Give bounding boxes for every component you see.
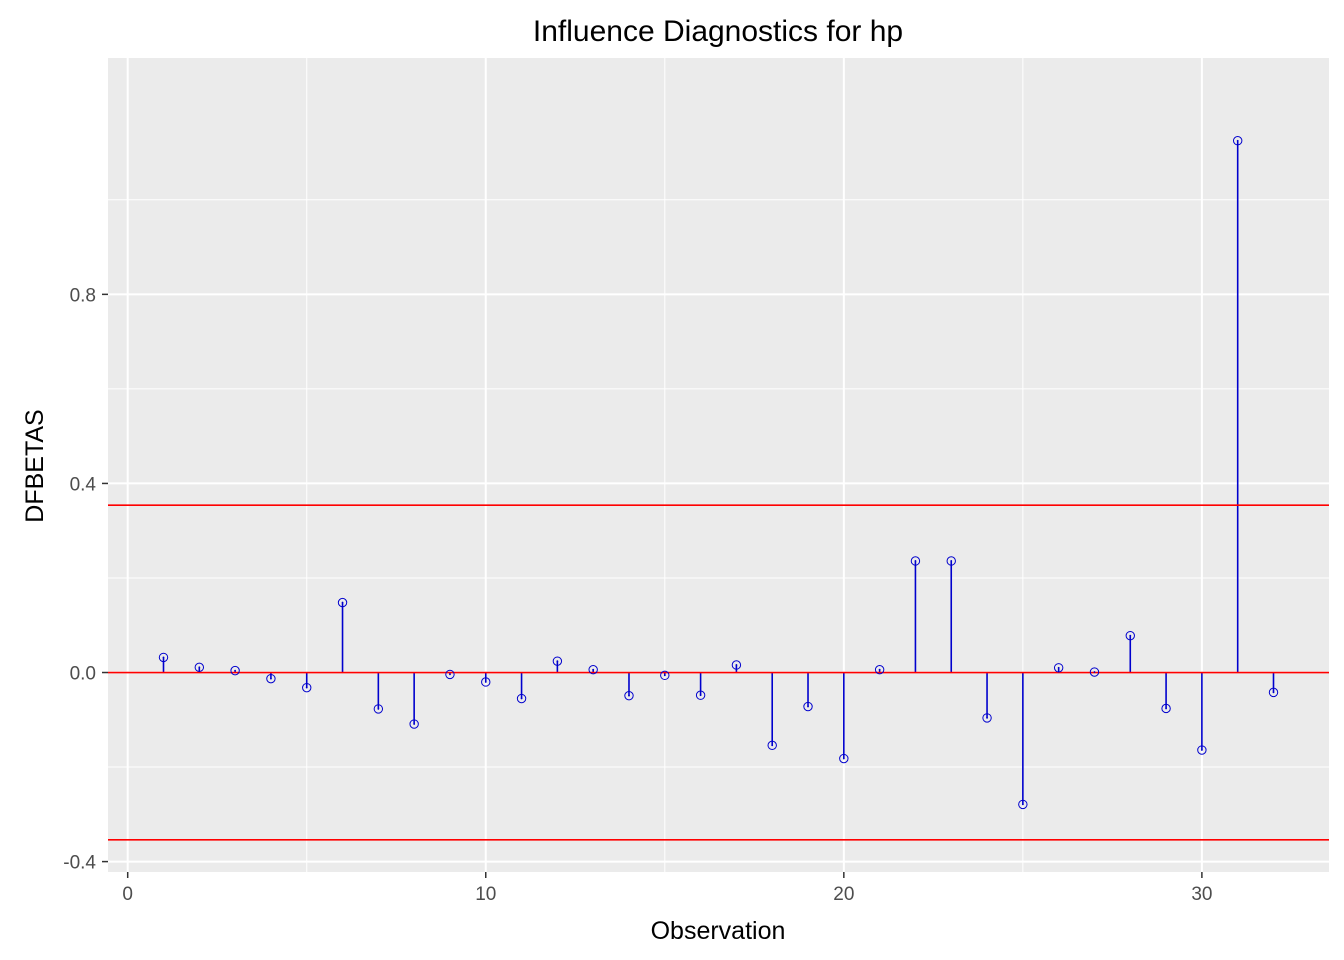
data-point [874, 664, 885, 675]
data-point [1089, 667, 1100, 677]
y-axis-ticks: -0.4 0.0 0.4 0.8 [63, 285, 108, 874]
data-point [445, 669, 455, 680]
data-point-center [1057, 666, 1060, 669]
data-point-center [1129, 634, 1132, 637]
data-point-center [699, 694, 702, 697]
x-axis-ticks: 0 10 20 30 [122, 872, 1212, 905]
data-point [1268, 687, 1279, 698]
data-point-center [305, 686, 308, 689]
x-tick-label: 0 [122, 884, 133, 905]
data-point [1125, 630, 1135, 641]
data-point-center [1021, 803, 1024, 806]
data-point [266, 673, 276, 684]
data-point [910, 556, 921, 566]
data-point-center [950, 560, 953, 562]
data-point-center [520, 697, 523, 700]
data-point [767, 740, 777, 751]
data-point [695, 690, 706, 700]
data-point [302, 682, 312, 693]
data-point [588, 664, 598, 675]
points [158, 136, 1279, 810]
data-point [409, 719, 419, 729]
data-point [839, 753, 849, 764]
data-point-center [878, 668, 881, 671]
data-point-center [628, 694, 630, 697]
data-point-center [842, 757, 845, 760]
data-point [1161, 703, 1171, 714]
data-point-center [592, 668, 595, 671]
data-point-center [771, 744, 774, 747]
data-point [1232, 136, 1243, 146]
minor-gridlines [108, 58, 1329, 872]
data-point [158, 652, 169, 663]
data-point-center [1165, 707, 1167, 710]
data-point-center [270, 677, 272, 680]
data-point-center [484, 681, 487, 683]
data-point [1197, 745, 1207, 755]
data-point [373, 704, 384, 714]
x-tick-label: 20 [833, 884, 854, 905]
data-point-center [234, 669, 237, 672]
data-point-center [663, 674, 666, 677]
data-point [946, 556, 956, 566]
data-point-center [341, 601, 344, 604]
y-tick-label: 0.4 [70, 474, 97, 495]
chart-title: Influence Diagnostics for hp [533, 15, 903, 48]
plot-panel [108, 58, 1329, 872]
data-point [337, 597, 348, 608]
data-point-center [198, 666, 201, 669]
data-point-center [377, 708, 380, 710]
data-point [982, 713, 992, 723]
data-point [731, 660, 742, 670]
data-point-center [914, 560, 917, 562]
data-point [803, 701, 813, 712]
x-tick-label: 30 [1191, 884, 1212, 905]
data-point [481, 677, 491, 687]
data-point-center [1200, 749, 1203, 751]
data-point-center [1093, 671, 1096, 673]
data-point [552, 656, 563, 666]
reference-lines [108, 504, 1329, 841]
y-tick-label: 0.8 [70, 285, 96, 306]
data-point [660, 670, 670, 681]
data-point-center [807, 705, 809, 708]
y-axis-title: DFBETAS [21, 409, 49, 522]
data-point [230, 665, 240, 676]
y-tick-label: 0.0 [70, 664, 96, 685]
data-point-center [449, 673, 451, 676]
data-point-center [735, 664, 738, 666]
data-point [1018, 799, 1028, 810]
data-point-center [413, 723, 416, 725]
data-point [1053, 663, 1064, 673]
y-tick-label: -0.4 [63, 853, 96, 874]
data-point [194, 662, 205, 673]
data-point-center [556, 660, 559, 663]
stems [162, 140, 1275, 805]
data-point-center [1236, 139, 1239, 142]
data-point-center [1272, 691, 1275, 694]
data-point-center [162, 656, 165, 659]
x-tick-label: 10 [475, 884, 496, 905]
x-axis-title: Observation [651, 917, 786, 945]
data-point-center [986, 716, 988, 719]
data-point [624, 690, 634, 701]
data-point [516, 693, 527, 704]
